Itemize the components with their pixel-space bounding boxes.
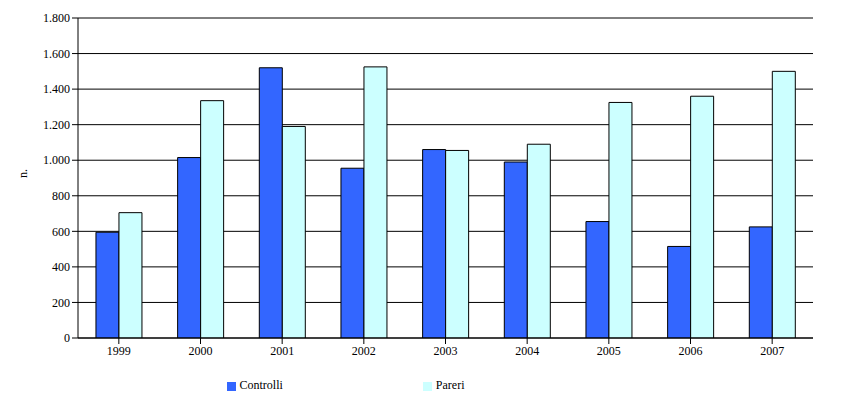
svg-text:n.: n. [16,169,30,178]
svg-text:0: 0 [64,331,70,345]
svg-text:2000: 2000 [189,344,213,358]
html-text:Pareri: Pareri [435,378,465,392]
svg-text:2006: 2006 [679,344,703,358]
svg-text:600: 600 [52,225,70,239]
svg-text:1.600: 1.600 [43,47,70,61]
svg-text:1.800: 1.800 [43,11,70,25]
svg-text:2001: 2001 [270,344,294,358]
svg-text:2005: 2005 [597,344,621,358]
svg-text:2003: 2003 [434,344,458,358]
svg-text:1.400: 1.400 [43,82,70,96]
svg-text:2002: 2002 [352,344,376,358]
svg-text:200: 200 [52,296,70,310]
svg-text:2004: 2004 [515,344,539,358]
svg-text:800: 800 [52,189,70,203]
html-text:Controlli: Controlli [239,378,283,392]
svg-text:1999: 1999 [107,344,131,358]
svg-text:1.000: 1.000 [43,153,70,167]
svg-text:400: 400 [52,260,70,274]
svg-text:1.200: 1.200 [43,118,70,132]
svg-text:2007: 2007 [760,344,784,358]
